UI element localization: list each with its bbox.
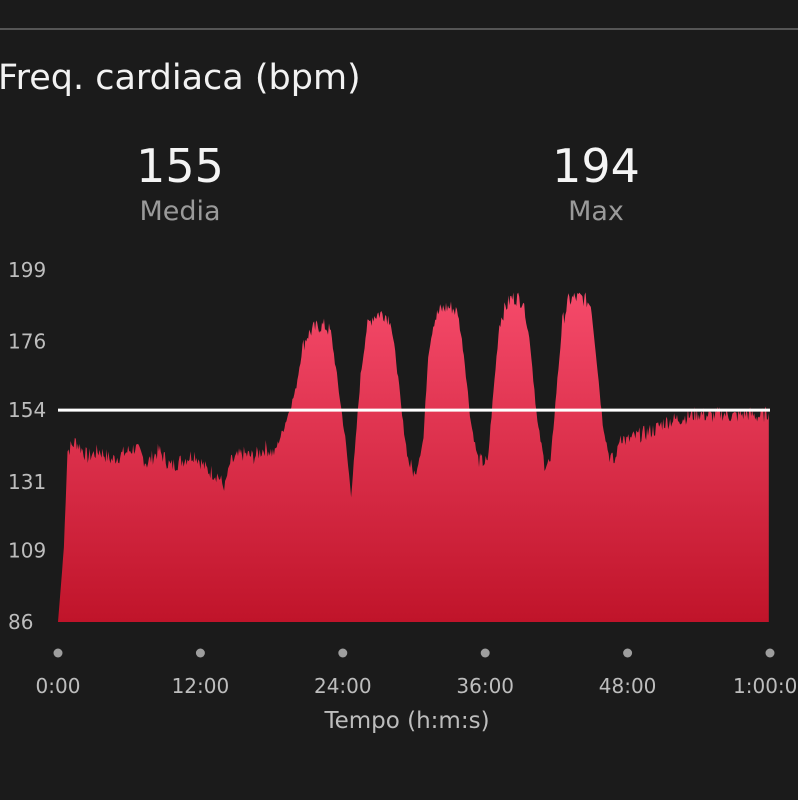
max-value: 194: [552, 139, 640, 193]
x-tick-label: 48:00: [599, 674, 657, 698]
y-tick-label: 131: [8, 470, 46, 494]
average-label: Media: [139, 196, 221, 227]
average-stat: 155 Media: [80, 138, 280, 230]
x-axis-label: Tempo (h:m:s): [323, 708, 489, 734]
x-tick-label: 12:00: [172, 674, 230, 698]
heart-rate-area: [58, 292, 769, 622]
x-tick-label: 24:00: [314, 674, 372, 698]
x-tick-dot: [195, 648, 205, 658]
x-tick-label: 0:00: [36, 674, 81, 698]
y-tick-label: 109: [8, 538, 46, 562]
x-axis: 0:00 12:00 24:00 36:00 48:00 1:00:00: [36, 648, 798, 698]
x-tick-dot: [623, 648, 633, 658]
x-tick-dot: [53, 648, 63, 658]
x-tick-dot: [765, 648, 775, 658]
average-value: 155: [136, 139, 224, 193]
y-tick-label: 154: [8, 398, 46, 422]
max-label: Max: [568, 196, 624, 227]
top-divider: [0, 28, 798, 30]
y-tick-label: 86: [8, 610, 33, 634]
x-tick-dot: [480, 648, 490, 658]
x-tick-label: 36:00: [456, 674, 514, 698]
y-tick-label: 199: [8, 258, 46, 282]
max-stat: 194 Max: [496, 138, 696, 230]
y-tick-label: 176: [8, 330, 46, 354]
x-tick-label: 1:00:00: [733, 674, 798, 698]
y-axis: 199 176 154 131 109 86: [8, 258, 46, 634]
x-tick-dot: [338, 648, 348, 658]
chart-title: Freq. cardiaca (bpm): [0, 58, 361, 98]
